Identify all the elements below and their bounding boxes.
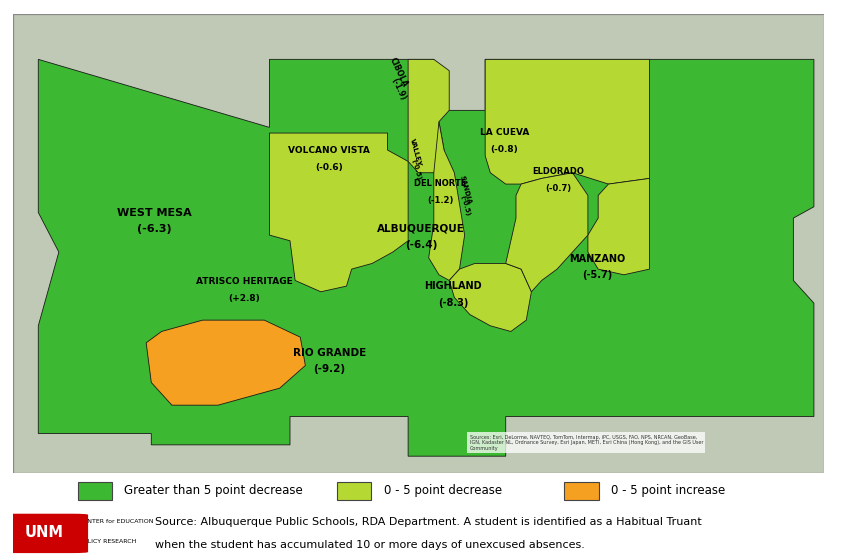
Text: CIBOLA: CIBOLA: [389, 56, 410, 88]
Polygon shape: [449, 263, 532, 332]
Polygon shape: [146, 320, 305, 405]
Text: Greater than 5 point decrease: Greater than 5 point decrease: [124, 484, 303, 497]
Text: (-6.3): (-6.3): [137, 225, 172, 235]
Polygon shape: [505, 172, 588, 292]
Text: (-0.6): (-0.6): [315, 163, 343, 172]
Text: (-9.2): (-9.2): [313, 365, 345, 375]
Text: ALBUQUERQUE: ALBUQUERQUE: [377, 224, 465, 234]
Text: POLICY RESEARCH: POLICY RESEARCH: [79, 539, 136, 544]
Text: (-5.7): (-5.7): [582, 270, 612, 281]
Text: SANDIA: SANDIA: [458, 174, 473, 204]
Text: CENTER for EDUCATION: CENTER for EDUCATION: [79, 519, 154, 524]
Text: LA CUEVA: LA CUEVA: [479, 128, 529, 137]
FancyBboxPatch shape: [13, 14, 824, 473]
Text: (-0.7): (-0.7): [545, 184, 571, 193]
Text: 0 - 5 point increase: 0 - 5 point increase: [611, 484, 725, 497]
Text: ATRISCO HERITAGE: ATRISCO HERITAGE: [196, 277, 293, 286]
Text: (-0.5): (-0.5): [460, 195, 471, 217]
Text: 0 - 5 point decrease: 0 - 5 point decrease: [383, 484, 501, 497]
Text: RIO GRANDE: RIO GRANDE: [293, 348, 366, 358]
Text: HIGHLAND: HIGHLAND: [425, 281, 482, 291]
Text: Source: Albuquerque Public Schools, RDA Department. A student is identified as a: Source: Albuquerque Public Schools, RDA …: [155, 517, 701, 527]
Text: when the student has accumulated 10 or more days of unexcused absences.: when the student has accumulated 10 or m…: [155, 540, 584, 550]
Text: (+2.8): (+2.8): [228, 294, 260, 303]
FancyBboxPatch shape: [1, 514, 88, 553]
FancyBboxPatch shape: [337, 482, 372, 500]
Text: (-6.4): (-6.4): [405, 240, 437, 250]
Polygon shape: [269, 133, 408, 292]
Polygon shape: [39, 59, 814, 456]
Text: (-0.5): (-0.5): [410, 158, 421, 180]
Text: (-1.2): (-1.2): [427, 196, 453, 205]
FancyBboxPatch shape: [77, 482, 112, 500]
Text: (-8.3): (-8.3): [438, 298, 468, 308]
Polygon shape: [588, 179, 649, 275]
Text: UNM: UNM: [24, 525, 64, 540]
Text: ELDORADO: ELDORADO: [532, 167, 584, 176]
Polygon shape: [429, 122, 464, 281]
Text: VALLEY: VALLEY: [410, 138, 422, 167]
Text: (-1.9): (-1.9): [390, 76, 408, 101]
FancyBboxPatch shape: [564, 482, 599, 500]
Text: MANZANO: MANZANO: [569, 254, 625, 264]
Text: VOLCANO VISTA: VOLCANO VISTA: [288, 146, 370, 155]
Text: DEL NORTE: DEL NORTE: [414, 179, 467, 188]
Polygon shape: [485, 59, 649, 184]
Text: WEST MESA: WEST MESA: [117, 208, 192, 218]
Text: (-0.8): (-0.8): [490, 144, 518, 153]
Text: Sources: Esri, DeLorme, NAVTEQ, TomTom, Intermap, iPC, USGS, FAO, NPS, NRCAN, Ge: Sources: Esri, DeLorme, NAVTEQ, TomTom, …: [469, 435, 703, 451]
Polygon shape: [408, 59, 449, 172]
